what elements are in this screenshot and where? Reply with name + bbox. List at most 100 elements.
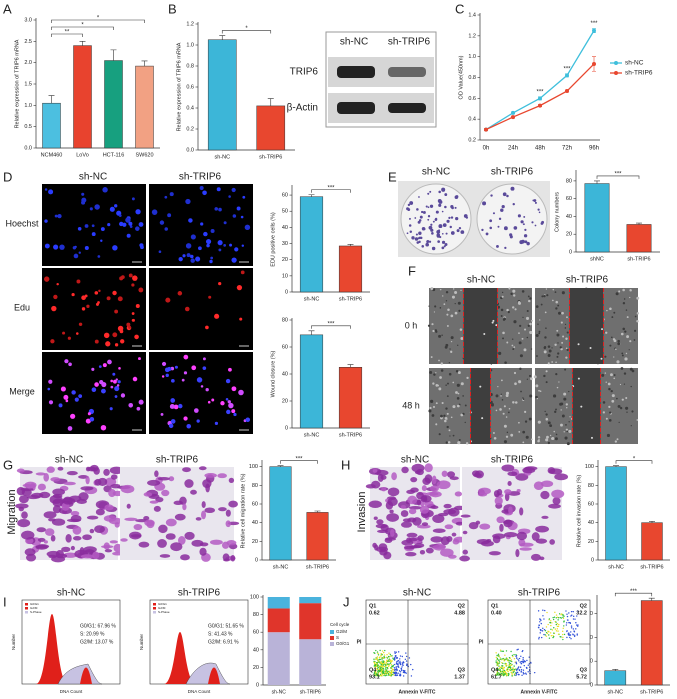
texture bbox=[544, 410, 546, 413]
texture bbox=[504, 361, 507, 364]
cell bbox=[89, 416, 95, 422]
stained-cell bbox=[104, 477, 117, 487]
texture bbox=[529, 394, 533, 398]
texture bbox=[498, 351, 502, 355]
cell bbox=[205, 325, 209, 330]
event-dot bbox=[373, 652, 375, 654]
texture bbox=[565, 424, 567, 426]
event-dot bbox=[401, 655, 403, 658]
texture bbox=[512, 289, 516, 293]
colony bbox=[428, 240, 432, 243]
texture bbox=[636, 419, 639, 421]
cell bbox=[207, 400, 211, 404]
texture bbox=[560, 423, 563, 427]
cell bbox=[225, 397, 229, 401]
stained-cell bbox=[103, 468, 110, 476]
stained-cell bbox=[110, 474, 118, 480]
significance-label: * bbox=[633, 456, 636, 462]
cell bbox=[128, 221, 133, 226]
event-dot bbox=[400, 669, 403, 672]
cell bbox=[234, 247, 239, 252]
event-dot bbox=[405, 660, 408, 662]
event-dot bbox=[520, 662, 523, 665]
event-dot bbox=[496, 674, 498, 677]
significance-bracket bbox=[221, 30, 272, 34]
cell bbox=[125, 217, 131, 223]
blot-row-label: β-Actin bbox=[287, 103, 318, 114]
texture bbox=[505, 435, 509, 438]
event-dot bbox=[552, 634, 554, 637]
texture bbox=[547, 421, 551, 425]
texture bbox=[558, 311, 561, 315]
texture bbox=[506, 431, 509, 434]
texture bbox=[464, 421, 466, 424]
texture bbox=[546, 435, 549, 439]
event-dot bbox=[388, 652, 390, 654]
y-tick-label: 3.0 bbox=[24, 17, 32, 23]
event-dot bbox=[499, 670, 502, 673]
event-dot bbox=[508, 669, 511, 671]
colony bbox=[517, 214, 521, 218]
event-dot bbox=[394, 674, 396, 676]
stained-cell bbox=[515, 548, 520, 558]
x-tick-label: shNC bbox=[590, 256, 604, 262]
stained-cell bbox=[443, 503, 452, 509]
texture bbox=[518, 341, 522, 345]
event-dot bbox=[556, 616, 559, 618]
event-dot bbox=[512, 668, 514, 671]
event-dot bbox=[398, 670, 401, 672]
texture bbox=[458, 309, 461, 312]
event-dot bbox=[391, 660, 393, 662]
stained-cell bbox=[549, 539, 555, 545]
texture bbox=[617, 339, 620, 343]
stained-cell bbox=[85, 475, 90, 485]
x-tick-label: sh-TRIP6 bbox=[306, 564, 329, 570]
stained-cell bbox=[421, 485, 427, 492]
cell bbox=[183, 371, 188, 375]
colony bbox=[425, 242, 429, 247]
cell bbox=[193, 408, 199, 413]
colony bbox=[502, 192, 507, 197]
cell bbox=[98, 365, 102, 369]
cycle-stat: G0/G1: 51.65 % bbox=[208, 623, 244, 629]
stained-cell bbox=[493, 490, 500, 498]
panel-label: B bbox=[168, 1, 177, 16]
cell bbox=[44, 219, 48, 223]
texture bbox=[536, 355, 538, 357]
event-dot bbox=[513, 657, 516, 660]
texture bbox=[605, 331, 608, 334]
stained-cell bbox=[184, 531, 195, 540]
event-dot bbox=[495, 656, 498, 659]
colony bbox=[418, 196, 420, 198]
event-dot bbox=[546, 632, 549, 635]
texture bbox=[557, 352, 560, 355]
x-tick-label: 0h bbox=[483, 146, 490, 152]
event-dot bbox=[509, 662, 512, 665]
event-dot bbox=[399, 674, 401, 677]
cell bbox=[115, 378, 118, 381]
stained-cell bbox=[455, 521, 464, 526]
event-dot bbox=[573, 634, 576, 636]
stained-cell bbox=[143, 492, 153, 497]
event-dot bbox=[394, 652, 396, 655]
plot-title: sh-NC bbox=[57, 588, 85, 599]
cell bbox=[171, 378, 175, 383]
cell bbox=[210, 256, 214, 260]
stained-cell bbox=[157, 539, 167, 548]
colony bbox=[513, 226, 518, 230]
event-dot bbox=[552, 616, 554, 619]
event-dot bbox=[397, 651, 400, 653]
cell bbox=[126, 233, 131, 238]
stained-cell bbox=[21, 511, 28, 519]
event-dot bbox=[555, 623, 558, 626]
texture bbox=[536, 397, 538, 400]
cell bbox=[228, 195, 231, 198]
y-axis-label: Colony numbers bbox=[554, 192, 560, 232]
event-dot bbox=[519, 666, 522, 668]
event-dot bbox=[373, 658, 375, 660]
y-tick-label: 20 bbox=[252, 539, 258, 545]
cell bbox=[131, 312, 135, 315]
event-dot bbox=[537, 610, 540, 612]
event-dot bbox=[498, 661, 501, 663]
cell bbox=[54, 214, 58, 218]
